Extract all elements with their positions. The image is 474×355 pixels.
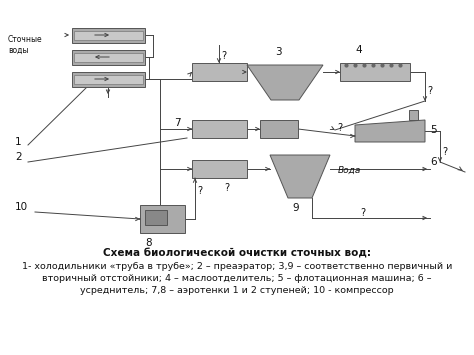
Text: 6: 6 (430, 157, 437, 167)
Bar (74, 75, 143, 84)
Text: 10: 10 (15, 202, 28, 212)
Text: 4: 4 (355, 45, 362, 55)
Text: 3: 3 (275, 47, 282, 57)
Text: ?: ? (197, 186, 202, 196)
Text: ?: ? (221, 51, 226, 61)
Text: 1- холодильники «труба в трубе»; 2 – преаэратор; 3,9 – соответственно первичный : 1- холодильники «труба в трубе»; 2 – пре… (22, 262, 452, 271)
Bar (192, 160, 247, 178)
Text: ?: ? (427, 86, 432, 96)
Text: усреднитель; 7,8 – аэротенки 1 и 2 ступеней; 10 - компрессор: усреднитель; 7,8 – аэротенки 1 и 2 ступе… (80, 286, 394, 295)
Bar (409, 110, 418, 120)
Bar (74, 31, 143, 40)
Polygon shape (247, 65, 323, 100)
Text: 7: 7 (174, 118, 181, 128)
Bar (72, 72, 145, 87)
Text: 5: 5 (430, 125, 437, 135)
Bar (340, 63, 410, 81)
Bar (140, 205, 185, 233)
Polygon shape (355, 120, 425, 142)
Bar (145, 210, 167, 225)
Text: ?: ? (337, 123, 342, 133)
Text: Схема биологической очистки сточных вод:: Схема биологической очистки сточных вод: (103, 248, 371, 258)
Text: ?: ? (360, 208, 365, 218)
Bar (192, 120, 247, 138)
Text: ?: ? (442, 147, 447, 157)
Bar (74, 53, 143, 62)
Text: 2: 2 (15, 152, 22, 162)
Bar (260, 120, 298, 138)
Text: вторичный отстойники; 4 – маслоотделитель; 5 – флотационная машина; 6 –: вторичный отстойники; 4 – маслоотделител… (42, 274, 432, 283)
Text: Вода: Вода (338, 166, 361, 175)
Text: 1: 1 (15, 137, 22, 147)
Polygon shape (270, 155, 330, 198)
Text: 8: 8 (145, 238, 152, 248)
Text: Сточные
воды: Сточные воды (8, 35, 43, 54)
Text: 9: 9 (292, 203, 299, 213)
Bar (192, 63, 247, 81)
Text: ?: ? (224, 183, 229, 193)
Bar (72, 50, 145, 65)
Bar (72, 28, 145, 43)
